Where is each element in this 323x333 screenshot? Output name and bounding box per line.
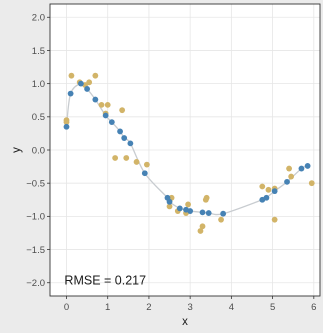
y-tick-label: −0.5 — [26, 178, 45, 189]
rmse-annotation: RMSE = 0.217 — [64, 274, 146, 288]
x-tick-label: 5 — [270, 302, 275, 313]
observed-point — [197, 228, 204, 234]
observed-point — [203, 194, 210, 201]
y-tick-label: −1.5 — [26, 245, 45, 256]
y-tick-label: 0.0 — [32, 145, 45, 156]
observed-point — [104, 101, 111, 108]
observed-point — [288, 173, 295, 180]
fitted-point — [187, 208, 194, 214]
fitted-point — [271, 188, 278, 195]
fitted-point — [78, 80, 84, 87]
y-tick-label: 2.0 — [32, 13, 45, 24]
observed-point — [68, 72, 75, 79]
y-axis-label: y — [11, 147, 23, 153]
fitted-point — [84, 86, 90, 92]
fitted-point — [199, 209, 206, 216]
observed-point — [123, 155, 130, 161]
fitted-point — [102, 112, 109, 119]
fitted-point — [92, 96, 99, 103]
axes: 0 1 2 3 4 5 6 −2.0 −1.5 −1.0 −0.5 0.0 0.5 1.0 1.5 2.0 — [26, 3, 321, 313]
data-points — [63, 72, 315, 234]
x-axis-label: x — [182, 316, 188, 328]
observed-point — [265, 186, 272, 193]
observed-point — [166, 203, 173, 210]
fitted-point — [166, 198, 173, 205]
x-tick-label: 1 — [105, 302, 110, 313]
y-tick-label: 1.5 — [32, 46, 45, 57]
observed-point — [112, 155, 119, 161]
observed-point — [199, 223, 206, 230]
fitted-point — [304, 163, 311, 169]
observed-point — [218, 216, 224, 223]
observed-point — [259, 183, 266, 190]
x-tick-label: 6 — [311, 302, 316, 313]
grid — [50, 4, 320, 296]
y-tick-label: −2.0 — [26, 278, 45, 289]
x-tick-label: 0 — [64, 302, 69, 313]
x-tick-label: 2 — [146, 302, 151, 313]
fitted-point — [67, 90, 74, 97]
observed-point — [86, 79, 93, 86]
fitted-point — [127, 140, 134, 147]
observed-point — [308, 180, 315, 187]
fitted-point — [141, 170, 148, 177]
y-tick-label: −1.0 — [26, 212, 45, 223]
observed-point — [286, 165, 292, 172]
fitted-point — [121, 135, 128, 141]
fitted-point — [176, 205, 183, 212]
panel-border — [49, 3, 321, 297]
fitted-point — [220, 210, 227, 217]
fitted-point — [298, 165, 305, 172]
fitted-point — [117, 128, 123, 135]
observed-point — [119, 107, 126, 114]
fitted-point — [205, 210, 212, 216]
observed-point — [271, 216, 278, 223]
fitted-point — [284, 178, 290, 185]
observed-point — [143, 161, 150, 168]
observed-point — [98, 101, 105, 108]
y-tick-label: 1.0 — [32, 79, 45, 90]
x-tick-label: 4 — [229, 302, 234, 313]
observed-point — [63, 119, 70, 126]
x-tick-label: 3 — [188, 302, 193, 313]
fitted-point — [108, 119, 115, 126]
observed-point — [92, 72, 99, 79]
fitted-point — [63, 123, 70, 130]
observed-point — [133, 159, 140, 165]
observed-point — [185, 201, 191, 208]
y-tick-label: 0.5 — [32, 112, 45, 123]
fitted-point — [263, 194, 270, 201]
